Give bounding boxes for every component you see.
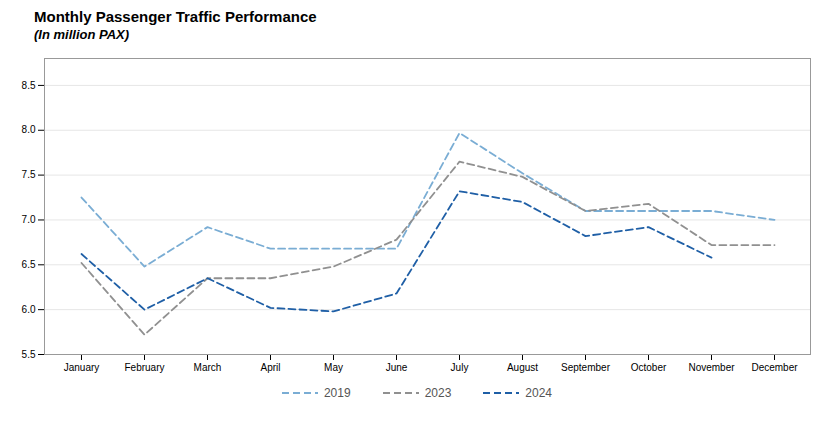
svg-text:7.0: 7.0 bbox=[22, 214, 36, 225]
svg-text:5.5: 5.5 bbox=[22, 349, 36, 360]
svg-text:8.0: 8.0 bbox=[22, 124, 36, 135]
html-text:2023: 2023 bbox=[424, 386, 452, 400]
html-text:Monthly Passenger Traffic Perf: Monthly Passenger Traffic Performance bbox=[34, 8, 317, 25]
svg-text:July: July bbox=[451, 362, 469, 373]
svg-text:September: September bbox=[561, 362, 611, 373]
svg-text:March: March bbox=[194, 362, 222, 373]
svg-text:6.5: 6.5 bbox=[22, 259, 36, 270]
svg-text:6.0: 6.0 bbox=[22, 304, 36, 315]
svg-text:7.5: 7.5 bbox=[22, 169, 36, 180]
svg-text:January: January bbox=[64, 362, 100, 373]
svg-text:February: February bbox=[124, 362, 164, 373]
svg-text:October: October bbox=[631, 362, 667, 373]
svg-text:November: November bbox=[688, 362, 735, 373]
svg-text:August: August bbox=[507, 362, 538, 373]
svg-text:December: December bbox=[751, 362, 798, 373]
html-text:2024: 2024 bbox=[525, 386, 552, 400]
svg-text:May: May bbox=[324, 362, 343, 373]
html-text:2019: 2019 bbox=[323, 386, 351, 400]
html-text:(In million PAX): (In million PAX) bbox=[34, 27, 130, 42]
svg-text:April: April bbox=[260, 362, 280, 373]
svg-text:8.5: 8.5 bbox=[22, 80, 36, 91]
svg-text:June: June bbox=[386, 362, 408, 373]
